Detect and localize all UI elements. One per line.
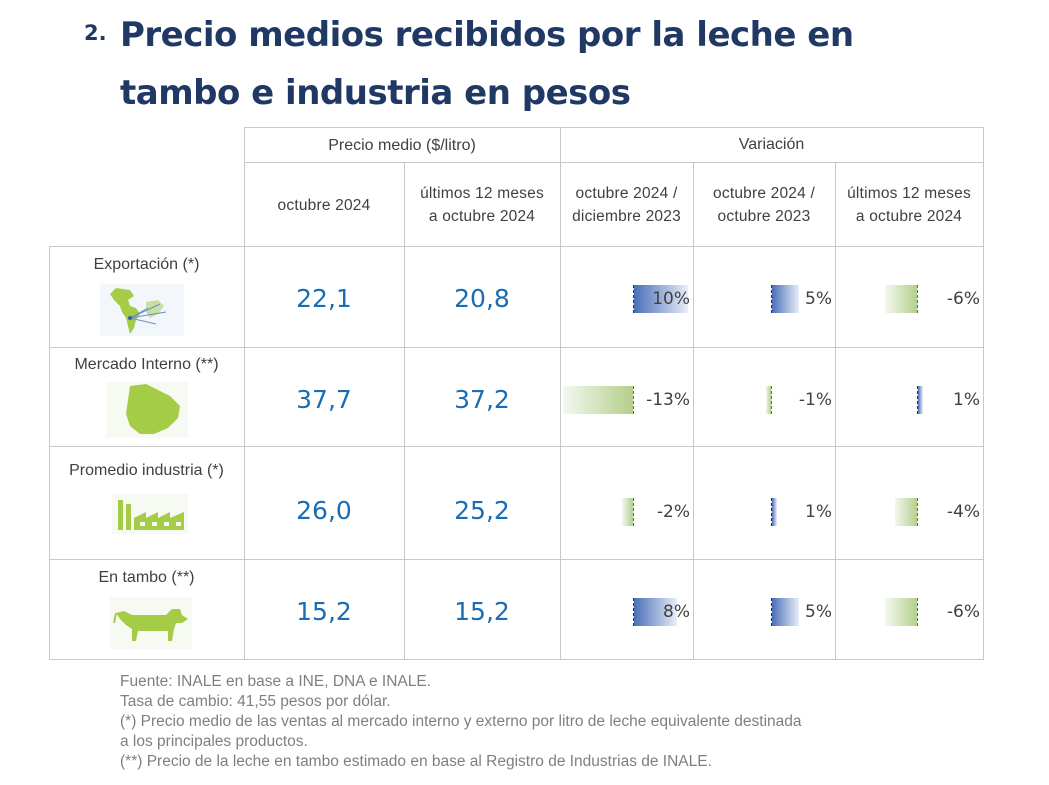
variation-label: -4% [946, 502, 980, 522]
variation-label: 1% [805, 502, 832, 522]
value-octubre: 15,2 [296, 597, 352, 626]
subheader-oct-dic: octubre 2024 / diciembre 2023 [572, 185, 681, 225]
header-variacion: Variación [738, 136, 805, 153]
variation-bar [884, 598, 918, 626]
footer-note-2: (**) Precio de la leche en tambo estimad… [120, 753, 712, 770]
footer-note-1-cont: a los principales productos. [120, 733, 308, 750]
subheader-oct-oct: octubre 2024 / octubre 2023 [713, 185, 815, 225]
americas-map-icon [100, 284, 184, 336]
factory-icon [112, 494, 188, 534]
variation-bar [765, 386, 772, 414]
cow-icon [110, 597, 192, 649]
variation-label: 8% [663, 602, 690, 622]
variation-label: -6% [946, 602, 980, 622]
variation-label: 10% [652, 289, 690, 309]
variation-label: 5% [805, 602, 832, 622]
row-label-en-tambo: En tambo (**) [98, 569, 195, 586]
page-title: Precio medios recibidos por la leche en … [120, 6, 1020, 122]
value-ultimos-12: 25,2 [454, 496, 510, 525]
variation-label: -13% [646, 390, 690, 410]
source-notes: Fuente: INALE en base a INE, DNA e INALE… [120, 672, 980, 772]
value-ultimos-12: 20,8 [454, 284, 510, 313]
footer-exchange-rate: Tasa de cambio: 41,55 pesos por dólar. [120, 693, 391, 710]
value-ultimos-12: 37,2 [454, 385, 510, 414]
page-title-line-1: Precio medios recibidos por la leche en [120, 15, 854, 55]
variation-bar [884, 285, 918, 313]
value-ultimos-12: 15,2 [454, 597, 510, 626]
footer-source: Fuente: INALE en base a INE, DNA e INALE… [120, 673, 432, 690]
section-number: 2. [84, 21, 107, 45]
footer-note-1: (*) Precio medio de las ventas al mercad… [120, 713, 802, 730]
page-title-line-2: tambo e industria en pesos [120, 73, 631, 113]
row-label-promedio-industria: Promedio industria (*) [69, 462, 224, 479]
variation-bar [633, 598, 678, 626]
subheader-octubre-2024: octubre 2024 [277, 197, 371, 214]
variation-label: 5% [805, 289, 832, 309]
variation-label: -2% [656, 502, 690, 522]
subheader-variacion-12-meses: últimos 12 meses a octubre 2024 [847, 185, 971, 225]
value-octubre: 37,7 [296, 385, 352, 414]
variation-bar [895, 498, 918, 526]
row-label-mercado-interno: Mercado Interno (**) [74, 356, 219, 373]
subheader-ultimos-12-meses: últimos 12 meses a octubre 2024 [420, 185, 544, 225]
variation-bar [917, 386, 924, 414]
row-label-exportacion: Exportación (*) [93, 256, 200, 273]
value-octubre: 22,1 [296, 284, 352, 313]
variation-label: -1% [798, 390, 832, 410]
variation-bar [562, 386, 634, 414]
variation-label: 1% [953, 390, 980, 410]
header-precio-medio: Precio medio ($/litro) [328, 137, 476, 154]
uruguay-map-icon [106, 382, 188, 438]
variation-bar [771, 598, 799, 626]
value-octubre: 26,0 [296, 496, 352, 525]
variation-bar [771, 285, 799, 313]
variation-bar [771, 498, 778, 526]
variation-label: -6% [946, 289, 980, 309]
variation-bar [633, 285, 688, 313]
variation-bar [622, 498, 634, 526]
